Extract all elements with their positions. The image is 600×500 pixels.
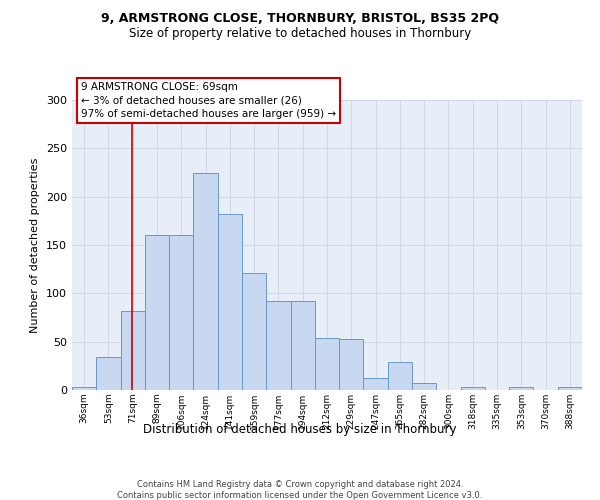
Bar bbox=[364, 378, 388, 390]
Text: Contains HM Land Registry data © Crown copyright and database right 2024.: Contains HM Land Registry data © Crown c… bbox=[137, 480, 463, 489]
Bar bbox=[388, 362, 412, 390]
Bar bbox=[169, 236, 193, 390]
Bar bbox=[339, 339, 364, 390]
Text: Distribution of detached houses by size in Thornbury: Distribution of detached houses by size … bbox=[143, 422, 457, 436]
Bar bbox=[412, 383, 436, 390]
Bar bbox=[96, 357, 121, 390]
Bar bbox=[145, 236, 169, 390]
Bar bbox=[218, 214, 242, 390]
Text: Size of property relative to detached houses in Thornbury: Size of property relative to detached ho… bbox=[129, 28, 471, 40]
Bar bbox=[290, 301, 315, 390]
Bar bbox=[509, 387, 533, 390]
Bar bbox=[121, 310, 145, 390]
Bar bbox=[193, 174, 218, 390]
Bar bbox=[242, 273, 266, 390]
Bar bbox=[315, 338, 339, 390]
Bar bbox=[558, 387, 582, 390]
Text: 9 ARMSTRONG CLOSE: 69sqm
← 3% of detached houses are smaller (26)
97% of semi-de: 9 ARMSTRONG CLOSE: 69sqm ← 3% of detache… bbox=[81, 82, 336, 119]
Text: Contains public sector information licensed under the Open Government Licence v3: Contains public sector information licen… bbox=[118, 491, 482, 500]
Y-axis label: Number of detached properties: Number of detached properties bbox=[31, 158, 40, 332]
Bar bbox=[461, 387, 485, 390]
Text: 9, ARMSTRONG CLOSE, THORNBURY, BRISTOL, BS35 2PQ: 9, ARMSTRONG CLOSE, THORNBURY, BRISTOL, … bbox=[101, 12, 499, 26]
Bar bbox=[266, 301, 290, 390]
Bar bbox=[72, 387, 96, 390]
